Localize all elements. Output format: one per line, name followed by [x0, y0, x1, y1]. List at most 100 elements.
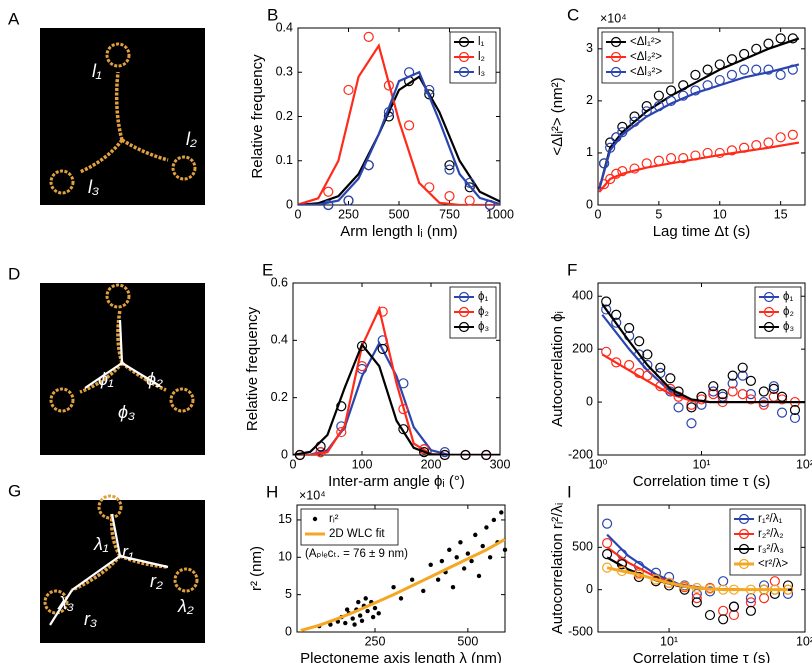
data-point [717, 389, 728, 400]
plot-frame [597, 27, 806, 206]
data-point [359, 618, 365, 623]
legend-label: ϕ₁ [478, 291, 488, 303]
data-point [714, 59, 725, 70]
data-point [629, 111, 640, 122]
data-point [365, 608, 370, 614]
data-point [739, 48, 750, 60]
data-point [398, 596, 404, 601]
x-tick-label: 750 [439, 207, 460, 221]
dna-loop [169, 387, 195, 413]
data-point [336, 426, 347, 438]
dna-loop [97, 494, 123, 520]
data-point [363, 160, 374, 171]
data-point [398, 378, 409, 389]
data-point [653, 155, 664, 166]
data-point [605, 173, 616, 185]
image-label: λ₁ [93, 534, 109, 554]
legend-marker [738, 558, 750, 570]
x-axis-label: Correlation time τ (s) [633, 650, 771, 663]
data-point [465, 551, 471, 556]
panel-letter: E [262, 260, 273, 279]
data-point [673, 402, 684, 413]
data-point [653, 100, 664, 112]
overlay-line [71, 555, 121, 591]
data-point [679, 581, 690, 592]
data-point [718, 584, 729, 595]
image-label: ϕ₂ [146, 369, 163, 389]
data-point [751, 64, 762, 75]
panel-letter: G [8, 481, 21, 500]
y-tick-label: 0.2 [271, 390, 288, 404]
data-point [469, 558, 474, 564]
data-point [444, 164, 455, 175]
data-point [461, 566, 467, 571]
data-point [653, 90, 664, 101]
y-tick-label: 0.3 [276, 65, 293, 79]
data-point [758, 399, 769, 410]
series-line [300, 538, 505, 632]
y-axis-label: Relative frequency [244, 306, 261, 431]
dna-loop [171, 155, 197, 181]
data-point [642, 370, 653, 381]
data-point [601, 304, 612, 315]
y-tick-label: 0.1 [276, 153, 293, 167]
legend-marker [458, 321, 470, 333]
dna-arm [121, 138, 169, 162]
image-label: l₁ [92, 61, 102, 81]
data-point [617, 121, 628, 133]
fit-curve [298, 75, 500, 205]
x-tick-label: 0 [295, 207, 302, 221]
x-tick-label: 200 [421, 457, 442, 471]
fit-curve [293, 342, 500, 455]
x-axis-label: Lag time Δt (s) [653, 223, 751, 240]
data-point [768, 381, 779, 392]
data-point [702, 80, 713, 91]
data-point [686, 402, 697, 413]
overlay-line [119, 554, 169, 569]
data-point [370, 614, 376, 620]
data-point [363, 31, 374, 42]
fit-curve [601, 303, 805, 404]
series-line [606, 566, 789, 592]
legend-marker [458, 66, 470, 78]
data-point [787, 33, 798, 44]
data-point [616, 559, 628, 570]
data-point [673, 386, 684, 397]
data-point [487, 555, 493, 560]
y-multiplier: ×10⁴ [600, 11, 627, 25]
legend-label: ϕ₂ [478, 306, 489, 318]
legend-marker [763, 321, 775, 333]
dna-arm [116, 309, 124, 364]
y-axis-label: <Δlᵢ²> (nm²) [549, 77, 566, 155]
legend-marker [458, 51, 470, 63]
data-point [611, 357, 622, 368]
legend-label: <Δl₁²> [630, 36, 662, 48]
y-tick-label: 0.4 [276, 20, 293, 34]
legend-marker [738, 528, 750, 540]
data-point [691, 597, 702, 608]
x-tick-label: 10¹ [660, 634, 678, 648]
data-point [758, 584, 770, 595]
data-point [655, 381, 666, 392]
data-point [428, 562, 433, 567]
x-axis-label: Inter-arm angle ϕᵢ (°) [328, 473, 465, 490]
data-point [419, 447, 430, 458]
data-point [726, 145, 738, 156]
y-tick-label: 0 [286, 197, 293, 211]
data-point [363, 596, 368, 601]
data-point [323, 199, 334, 211]
data-point [611, 168, 622, 179]
y-tick-label: 200 [572, 341, 593, 355]
legend-marker [610, 36, 622, 48]
data-point [484, 199, 495, 211]
data-point [617, 166, 628, 177]
overlay-line [118, 319, 124, 364]
y-tick-label: -500 [568, 624, 593, 638]
legend-label: ϕ₃ [783, 321, 794, 333]
legend-label: r₃²/λ₃ [758, 543, 784, 555]
data-point [424, 182, 435, 193]
image-label: r₂ [150, 571, 163, 591]
data-point [352, 622, 357, 627]
data-point [315, 441, 326, 452]
